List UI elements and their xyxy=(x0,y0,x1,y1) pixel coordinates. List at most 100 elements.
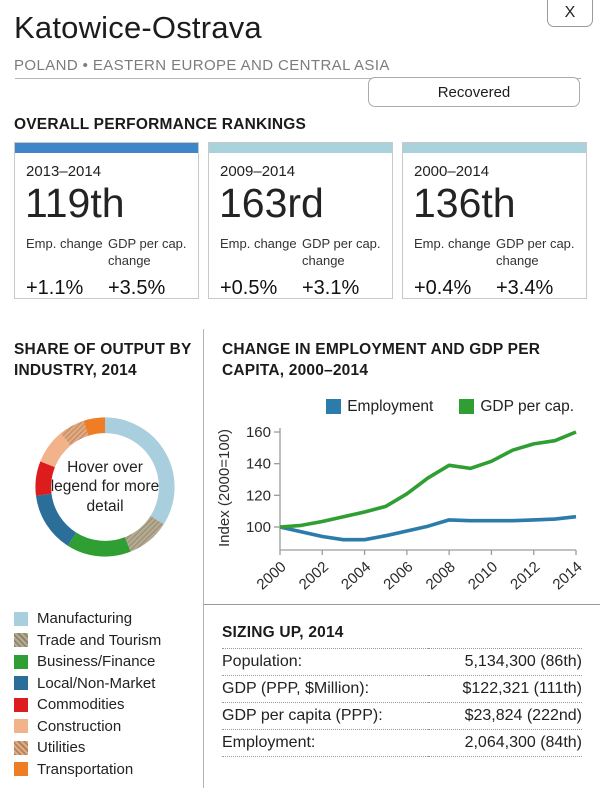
gdp-change-value: +3.1% xyxy=(302,276,360,299)
line-chart-legend: Employment GDP per cap. xyxy=(204,398,574,416)
gdp-change-value: +3.5% xyxy=(108,276,166,299)
svg-text:140: 140 xyxy=(246,456,271,473)
emp-change-label: Emp. change xyxy=(220,235,297,251)
rankings-heading: OVERALL PERFORMANCE RANKINGS xyxy=(14,116,307,133)
card-rank: 119th xyxy=(25,180,125,226)
y-axis-label: Index (2000=100) xyxy=(216,429,233,547)
legend-label: Construction xyxy=(37,717,122,735)
row-value: $23,824 (222nd) xyxy=(428,702,582,730)
emp-change-value: +1.1% xyxy=(26,276,84,299)
legend-item-commodities[interactable]: Commodities xyxy=(14,694,196,716)
svg-text:2012: 2012 xyxy=(507,558,543,593)
legend-swatch xyxy=(326,399,342,415)
row-label: Employment: xyxy=(222,729,429,757)
change-chart-section: CHANGE IN EMPLOYMENT AND GDP PER CAPITA,… xyxy=(204,340,600,757)
card-accent-bar xyxy=(403,143,586,153)
legend-swatch xyxy=(14,697,28,712)
legend-swatch xyxy=(14,740,28,755)
row-label: GDP per capita (PPP): xyxy=(222,702,429,730)
row-label: Population: xyxy=(222,647,429,676)
legend-label: Manufacturing xyxy=(37,610,133,628)
legend-item-trade-and-tourism[interactable]: Trade and Tourism xyxy=(14,629,196,651)
gdp-change-label: GDP per cap. change xyxy=(108,235,187,268)
donut-svg xyxy=(35,417,175,557)
sizing-table: Population: 5,134,300 (86th) GDP (PPP, $… xyxy=(222,647,582,757)
svg-text:2006: 2006 xyxy=(380,558,416,593)
emp-change-value: +0.5% xyxy=(220,276,278,299)
gdp-change-value: +3.4% xyxy=(496,276,554,299)
card-accent-bar xyxy=(209,143,392,153)
legend-item-utilities[interactable]: Utilities xyxy=(14,737,196,759)
card-period: 2013–2014 xyxy=(26,163,102,180)
legend-swatch xyxy=(14,611,28,626)
legend-label: Local/Non-Market xyxy=(37,674,156,692)
row-label: GDP (PPP, $Million): xyxy=(222,675,429,703)
donut-hover-hint: Hover over legend for more detail xyxy=(50,458,160,515)
sizing-divider xyxy=(204,603,600,605)
ranking-card-2013-2014: 2013–2014 119th Emp. change GDP per cap.… xyxy=(14,142,199,299)
svg-text:2000: 2000 xyxy=(253,558,289,593)
legend-label: Commodities xyxy=(37,696,125,714)
page-subtitle: POLAND • EASTERN EUROPE AND CENTRAL ASIA xyxy=(14,57,390,74)
close-button[interactable]: X xyxy=(547,0,593,27)
gdp-change-label: GDP per cap. change xyxy=(496,235,575,268)
svg-text:2004: 2004 xyxy=(338,558,374,593)
card-accent-bar xyxy=(15,143,198,153)
svg-text:2008: 2008 xyxy=(423,558,459,593)
row-value: 5,134,300 (86th) xyxy=(428,647,582,676)
legend-item-transportation[interactable]: Transportation xyxy=(14,758,196,780)
card-period: 2009–2014 xyxy=(220,163,296,180)
recovery-status-button[interactable]: Recovered xyxy=(368,77,580,107)
legend-item-local-non-market[interactable]: Local/Non-Market xyxy=(14,672,196,694)
row-value: 2,064,300 (84th) xyxy=(428,729,582,757)
page-title: Katowice-Ostrava xyxy=(14,10,262,45)
industry-legend: Manufacturing Trade and Tourism Business… xyxy=(14,608,196,780)
svg-text:100: 100 xyxy=(246,519,271,536)
row-value: $122,321 (111th) xyxy=(428,675,582,703)
line-chart-heading: CHANGE IN EMPLOYMENT AND GDP PER CAPITA,… xyxy=(222,341,541,379)
table-row-employment: Employment: 2,064,300 (84th) xyxy=(222,729,582,757)
legend-swatch xyxy=(459,399,475,415)
gdp-change-label: GDP per cap. change xyxy=(302,235,381,268)
legend-label: Employment xyxy=(347,397,434,415)
legend-swatch xyxy=(14,654,28,669)
ranking-cards: 2013–2014 119th Emp. change GDP per cap.… xyxy=(14,142,587,299)
legend-swatch xyxy=(14,633,28,648)
card-period: 2000–2014 xyxy=(414,163,490,180)
emp-change-label: Emp. change xyxy=(414,235,491,251)
emp-change-value: +0.4% xyxy=(414,276,472,299)
legend-label: Business/Finance xyxy=(37,653,156,671)
legend-label: Utilities xyxy=(37,739,86,757)
svg-text:2010: 2010 xyxy=(465,558,501,593)
card-rank: 136th xyxy=(413,180,516,226)
legend-swatch xyxy=(14,676,28,691)
column-divider xyxy=(203,329,204,788)
industry-donut-chart[interactable]: Hover over legend for more detail xyxy=(20,402,190,572)
table-row-gdp: GDP (PPP, $Million): $122,321 (111th) xyxy=(222,675,582,703)
industry-share-section: SHARE OF OUTPUT BY INDUSTRY, 2014 Hover … xyxy=(14,340,196,780)
table-row-gdp-per-capita: GDP per capita (PPP): $23,824 (222nd) xyxy=(222,702,582,730)
legend-item-employment[interactable]: Employment xyxy=(326,398,433,416)
legend-swatch xyxy=(14,762,28,777)
legend-label: Trade and Tourism xyxy=(37,631,162,649)
ranking-card-2000-2014: 2000–2014 136th Emp. change GDP per cap.… xyxy=(402,142,587,299)
legend-label: GDP per cap. xyxy=(480,397,574,415)
header-divider xyxy=(15,78,581,79)
legend-item-construction[interactable]: Construction xyxy=(14,715,196,737)
legend-label: Transportation xyxy=(37,760,134,778)
card-rank: 163rd xyxy=(219,180,324,226)
emp-change-label: Emp. change xyxy=(26,235,103,251)
table-row-population: Population: 5,134,300 (86th) xyxy=(222,647,582,676)
employment-gdp-line-chart[interactable]: 100 120 140 160 2000 2002 2004 2006 2008 2010 2012… xyxy=(216,422,588,594)
legend-item-gdp-per-cap[interactable]: GDP per cap. xyxy=(459,398,574,416)
svg-text:2014: 2014 xyxy=(549,558,585,593)
svg-text:2002: 2002 xyxy=(296,558,332,593)
svg-text:120: 120 xyxy=(246,487,271,504)
svg-text:160: 160 xyxy=(246,424,271,441)
legend-item-manufacturing[interactable]: Manufacturing xyxy=(14,608,196,630)
sizing-heading: SIZING UP, 2014 xyxy=(222,623,344,641)
donut-heading: SHARE OF OUTPUT BY INDUSTRY, 2014 xyxy=(14,341,192,379)
legend-item-business-finance[interactable]: Business/Finance xyxy=(14,651,196,673)
ranking-card-2009-2014: 2009–2014 163rd Emp. change GDP per cap.… xyxy=(208,142,393,299)
